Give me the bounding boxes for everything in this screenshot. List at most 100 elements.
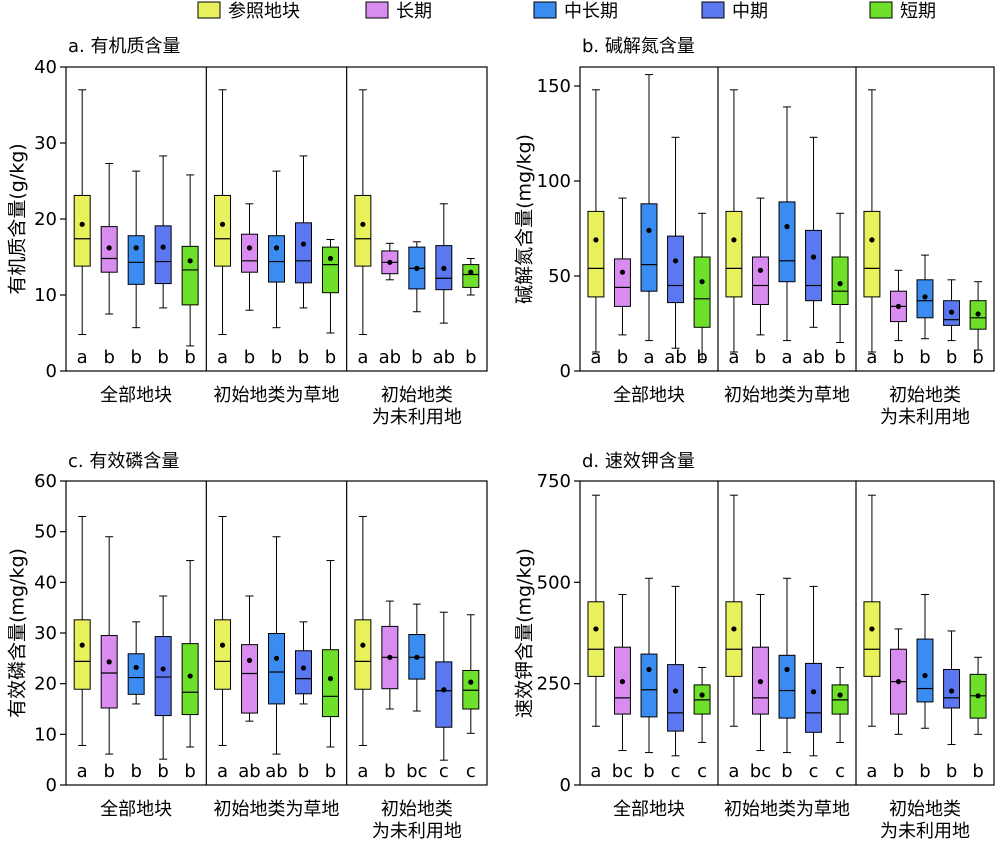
significance-letter: b xyxy=(919,761,930,782)
legend: 参照地块 长期 中长期 中期 短期 xyxy=(197,1,936,22)
group-label: 初始地类 xyxy=(381,385,453,406)
box-长期: bc xyxy=(750,593,771,782)
significance-letter: a xyxy=(866,347,877,368)
box-iqr xyxy=(725,601,743,677)
box-iqr xyxy=(831,256,849,305)
box-中期: b xyxy=(154,155,172,368)
mean-point xyxy=(133,245,139,251)
y-tick-label: 30 xyxy=(34,623,57,644)
box-iqr xyxy=(73,619,91,690)
significance-letter: b xyxy=(972,347,983,368)
significance-letter: ab xyxy=(802,347,824,368)
box-参照地块: a xyxy=(863,89,881,368)
box-长期: ab xyxy=(238,595,261,782)
box-长期: bc xyxy=(612,593,633,782)
group-label: 为未利用地 xyxy=(372,821,462,842)
box-iqr xyxy=(916,638,934,703)
box-短期: b xyxy=(181,560,199,782)
significance-letter: a xyxy=(643,347,654,368)
significance-letter: b xyxy=(617,347,628,368)
box-iqr xyxy=(100,635,118,709)
mean-point xyxy=(219,642,226,648)
mean-point xyxy=(360,221,366,227)
box-中长期: b xyxy=(916,593,934,782)
y-tick-label: 0 xyxy=(46,361,57,382)
significance-letter: ab xyxy=(433,347,455,368)
box-短期: b xyxy=(321,560,339,782)
y-tick-label: 750 xyxy=(537,471,571,492)
mean-point xyxy=(246,657,253,663)
significance-letter: ab xyxy=(664,347,686,368)
box-短期: b xyxy=(969,281,987,368)
significance-letter: b xyxy=(893,761,904,782)
mean-point xyxy=(219,221,226,227)
y-axis-label: 碱解氮含量(mg/kg) xyxy=(514,134,536,304)
significance-letter: b xyxy=(184,347,195,368)
box-iqr xyxy=(725,210,743,298)
box-中长期: b xyxy=(127,170,145,368)
significance-letter: bc xyxy=(406,761,427,782)
box-iqr xyxy=(321,649,339,718)
mean-point xyxy=(441,265,447,271)
mean-point xyxy=(810,689,817,695)
box-中期: b xyxy=(294,155,312,368)
y-axis-label: 有效磷含量(mg/kg) xyxy=(7,548,29,718)
significance-letter: a xyxy=(590,761,601,782)
box-中期: ab xyxy=(802,136,825,368)
mean-point xyxy=(837,281,843,287)
significance-letter: a xyxy=(357,761,368,782)
significance-letter: b xyxy=(130,761,141,782)
significance-letter: a xyxy=(77,761,88,782)
significance-letter: c xyxy=(809,761,819,782)
box-短期: c xyxy=(693,666,711,782)
group-label: 初始地类为草地 xyxy=(214,799,340,820)
significance-letter: c xyxy=(439,761,449,782)
mean-point xyxy=(619,679,626,685)
group-label: 初始地类 xyxy=(889,385,961,406)
group-label: 初始地类 xyxy=(381,799,453,820)
legend-swatch xyxy=(701,1,725,19)
mean-point xyxy=(160,666,166,672)
y-tick-label: 10 xyxy=(34,724,57,745)
box-iqr xyxy=(354,194,372,267)
significance-letter: a xyxy=(728,761,739,782)
mean-point xyxy=(133,664,139,671)
significance-letter: b xyxy=(946,347,957,368)
box-长期: b xyxy=(752,197,769,368)
mean-point xyxy=(593,626,599,632)
box-参照地块: a xyxy=(214,89,232,368)
box-iqr xyxy=(268,235,285,283)
box-iqr xyxy=(778,201,796,283)
significance-letter: b xyxy=(696,347,707,368)
y-axis-label: 速效钾含量(mg/kg) xyxy=(514,548,536,718)
box-iqr xyxy=(181,245,199,306)
legend-label: 中长期 xyxy=(564,1,618,22)
box-参照地块: a xyxy=(354,515,372,782)
significance-letter: a xyxy=(590,347,601,368)
group-label: 全部地块 xyxy=(100,799,172,820)
significance-letter: b xyxy=(325,761,336,782)
significance-letter: bc xyxy=(612,761,633,782)
group-label: 全部地块 xyxy=(100,385,172,406)
box-中期: b xyxy=(294,621,312,782)
group-label: 为未利用地 xyxy=(372,407,462,428)
box-短期: b xyxy=(462,258,480,368)
mean-point xyxy=(784,666,790,673)
significance-letter: c xyxy=(697,761,707,782)
significance-letter: b xyxy=(834,347,845,368)
mean-point xyxy=(300,665,307,671)
mean-point xyxy=(810,254,817,260)
mean-point xyxy=(646,227,652,233)
box-中长期: b xyxy=(268,170,285,368)
significance-letter: a xyxy=(781,347,792,368)
box-iqr xyxy=(294,650,312,695)
box-中长期: ab xyxy=(265,536,288,782)
mean-point xyxy=(731,626,737,632)
significance-letter: c xyxy=(466,761,476,782)
mean-point xyxy=(387,259,393,265)
box-中长期: b xyxy=(408,241,426,368)
mean-point xyxy=(837,692,843,698)
legend-label: 参照地块 xyxy=(228,1,300,22)
